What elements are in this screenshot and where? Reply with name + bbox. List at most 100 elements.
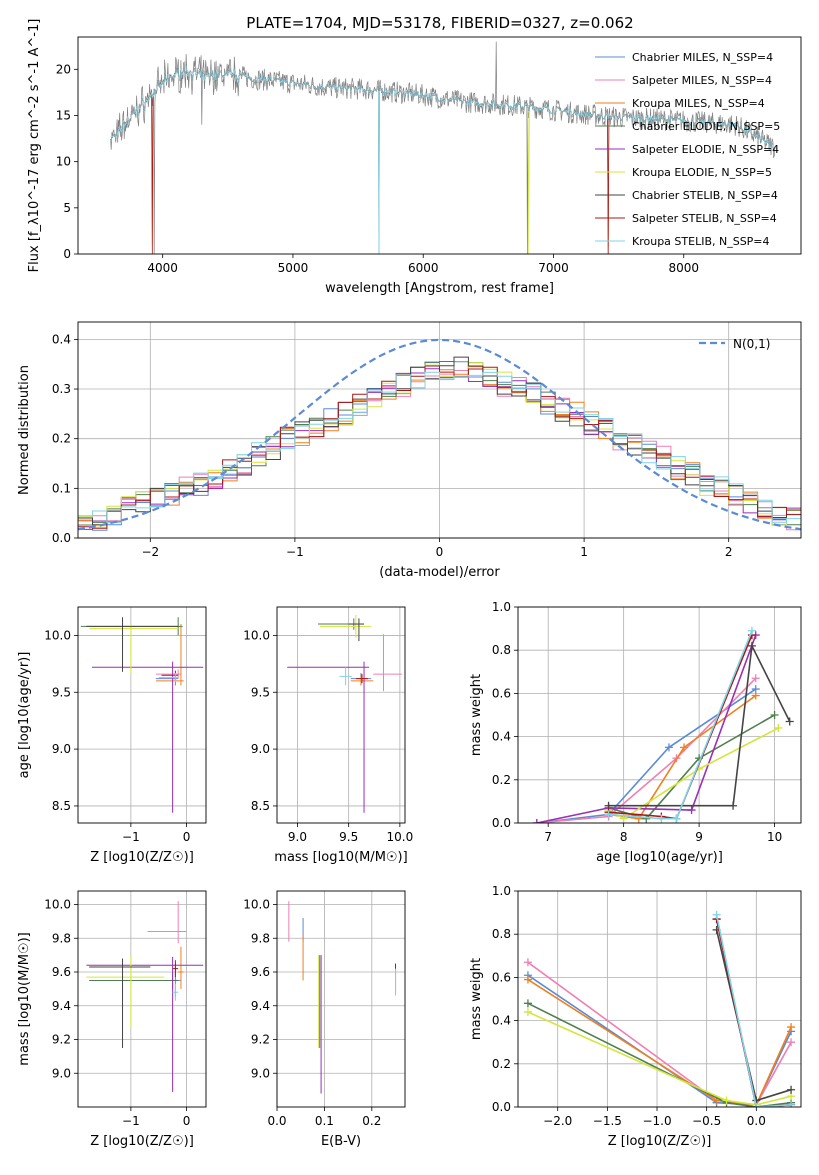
- weight-vs-age-marker-4: [532, 819, 541, 823]
- residuals-xtick-label: 1: [580, 545, 588, 559]
- mass-vs-EBV-ytick-label: 9.0: [251, 1066, 270, 1080]
- weight-vs-Z-line-4: [715, 918, 792, 1107]
- weight-vs-Z-ytick-label: 0.4: [492, 1014, 511, 1028]
- spectrum-lines: [110, 41, 776, 254]
- residual-histogram-7: [78, 365, 801, 529]
- weight-vs-Z-ytick-label: 0.0: [492, 1100, 511, 1114]
- spectrum-xtick-label: 8000: [668, 261, 699, 275]
- mass-vs-Z-ytick-label: 9.4: [52, 999, 71, 1013]
- weight-vs-age-xtick-label: 9: [695, 830, 703, 844]
- weight-vs-age-marker-5: [774, 723, 783, 732]
- weight-vs-age-marker-2: [751, 691, 760, 700]
- age-vs-mass-ytick-label: 9.0: [251, 742, 270, 756]
- age-vs-Z-ytick-label: 9.0: [52, 742, 71, 756]
- spectrum-xtick-label: 4000: [147, 261, 178, 275]
- mass-vs-EBV-ytick-label: 9.4: [251, 999, 270, 1013]
- age-vs-Z-points: [80, 617, 204, 813]
- legend-label-1: Salpeter MILES, N_SSP=4: [632, 74, 772, 87]
- weight-vs-Z-frame: [517, 890, 802, 1108]
- weight-vs-age-marker-8: [657, 814, 666, 823]
- weight-vs-age-line-7: [608, 634, 753, 820]
- weight-vs-age-ytick-label: 0.6: [492, 686, 511, 700]
- residuals-ytick-label: 0.2: [52, 432, 71, 446]
- residuals-xtick-label: −1: [286, 545, 304, 559]
- mass-vs-EBV-xtick-label: 0.1: [315, 1114, 334, 1128]
- weight-vs-age-xtick-label: 10: [767, 830, 782, 844]
- spectrum-ytick-label: 20: [56, 62, 71, 76]
- model-spectrum-2: [110, 65, 776, 254]
- weight-vs-age-line-4: [536, 634, 757, 823]
- mass-vs-Z-ytick-label: 9.6: [52, 965, 71, 979]
- residual-histogram-8: [78, 371, 801, 523]
- weight-vs-Z-ytick-label: 0.6: [492, 970, 511, 984]
- age-vs-mass-ytick-label: 10.0: [243, 628, 270, 642]
- weight-vs-Z-marker-5: [722, 1096, 731, 1105]
- weight-vs-age-marker-1: [751, 674, 760, 683]
- residuals-frame: [77, 321, 802, 539]
- weight-vs-age-line-8: [608, 630, 753, 820]
- weight-vs-Z-marker-2: [787, 1023, 796, 1032]
- weight-vs-Z-marker-2: [523, 975, 532, 984]
- age-vs-mass-points: [287, 614, 402, 813]
- residual-histogram-5: [78, 362, 801, 528]
- residuals-xtick-label: 0: [436, 545, 444, 559]
- spectrum-ytick-label: 15: [56, 108, 71, 122]
- spectrum-frame: [77, 36, 802, 255]
- weight-vs-Z-marker-6: [787, 1085, 796, 1094]
- weight-vs-age-marker-0: [664, 743, 673, 752]
- weight-vs-age-marker-8: [747, 626, 756, 635]
- weight-vs-Z-xtick-label: −1.0: [642, 1114, 671, 1128]
- mass-vs-Z-ytick-label: 9.8: [52, 931, 71, 945]
- age-vs-Z-xtick-label: −1: [122, 830, 140, 844]
- model-spectrum-7: [110, 65, 776, 254]
- legend-label-8: Kroupa STELIB, N_SSP=4: [632, 235, 770, 248]
- weight-vs-age-ytick-label: 1.0: [492, 600, 511, 614]
- age-vs-mass-ytick-label: 9.5: [251, 685, 270, 699]
- weight-vs-Z-xtick-label: −1.5: [593, 1114, 622, 1128]
- weight-vs-age-ytick-label: 0.4: [492, 730, 511, 744]
- mass-vs-Z-xtick-label: −1: [122, 1114, 140, 1128]
- mass-vs-Z-ytick-label: 9.0: [52, 1066, 71, 1080]
- weight-vs-age-marker-8: [604, 810, 613, 819]
- spectrum-ytick-label: 10: [56, 155, 71, 169]
- weight-vs-Z-marker-5: [523, 1007, 532, 1016]
- spectrum-xtick-label: 6000: [408, 261, 439, 275]
- observed-spectrum: [110, 41, 776, 254]
- legend-label-5: Kroupa ELODIE, N_SSP=5: [632, 166, 772, 179]
- age-vs-Z-xtick-label: 0: [183, 830, 191, 844]
- weight-vs-age-marker-6: [729, 801, 738, 810]
- mass-vs-EBV-frame: [276, 890, 406, 1108]
- spectrum-ytick-label: 5: [63, 201, 71, 215]
- weight-vs-Z-marker-8: [752, 1103, 761, 1107]
- mass-vs-Z-ytick-label: 10.0: [44, 898, 71, 912]
- weight-vs-age-marker-3: [770, 711, 779, 719]
- mass-vs-EBV-ytick-label: 9.6: [251, 965, 270, 979]
- spectrum-ylabel: Flux [f_λ10^-17 erg cm^-2 s^-1 A^-1]: [27, 19, 42, 273]
- legend-label-0: Chabrier MILES, N_SSP=4: [632, 51, 773, 64]
- weight-vs-age-marker-2: [680, 743, 689, 752]
- mass-vs-Z-ylabel: mass [log10(M/M☉)]: [17, 932, 32, 1065]
- legend-label-4: Salpeter ELODIE, N_SSP=4: [632, 143, 779, 156]
- model-spectrum-8: [110, 65, 776, 254]
- weight-vs-Z-marker-8: [712, 910, 721, 919]
- weight-vs-age-xtick-label: 7: [544, 830, 552, 844]
- residuals-ytick-label: 0.3: [52, 382, 71, 396]
- residuals-ytick-label: 0.1: [52, 481, 71, 495]
- weight-vs-age-series: [532, 626, 794, 823]
- age-vs-Z-frame: [77, 606, 207, 824]
- spectrum-xtick-label: 5000: [278, 261, 309, 275]
- age-vs-Z-ytick-label: 9.5: [52, 685, 71, 699]
- mass-vs-EBV-ytick-label: 9.8: [251, 931, 270, 945]
- weight-vs-age-marker-4: [687, 806, 696, 815]
- mass-vs-EBV-xlabel: E(B-V): [321, 1134, 361, 1149]
- residual-histograms: [78, 338, 801, 531]
- age-vs-mass-frame: [276, 606, 406, 824]
- legend-label-2: Kroupa MILES, N_SSP=4: [632, 97, 765, 110]
- weight-vs-Z-marker-8: [787, 1100, 796, 1107]
- residuals-xtick-label: −2: [141, 545, 159, 559]
- weight-vs-age-ytick-label: 0.2: [492, 773, 511, 787]
- age-vs-mass-xtick-label: 9.5: [339, 830, 358, 844]
- weight-vs-age-frame: [517, 606, 802, 824]
- residuals-ylabel: Normed distribution: [17, 365, 32, 495]
